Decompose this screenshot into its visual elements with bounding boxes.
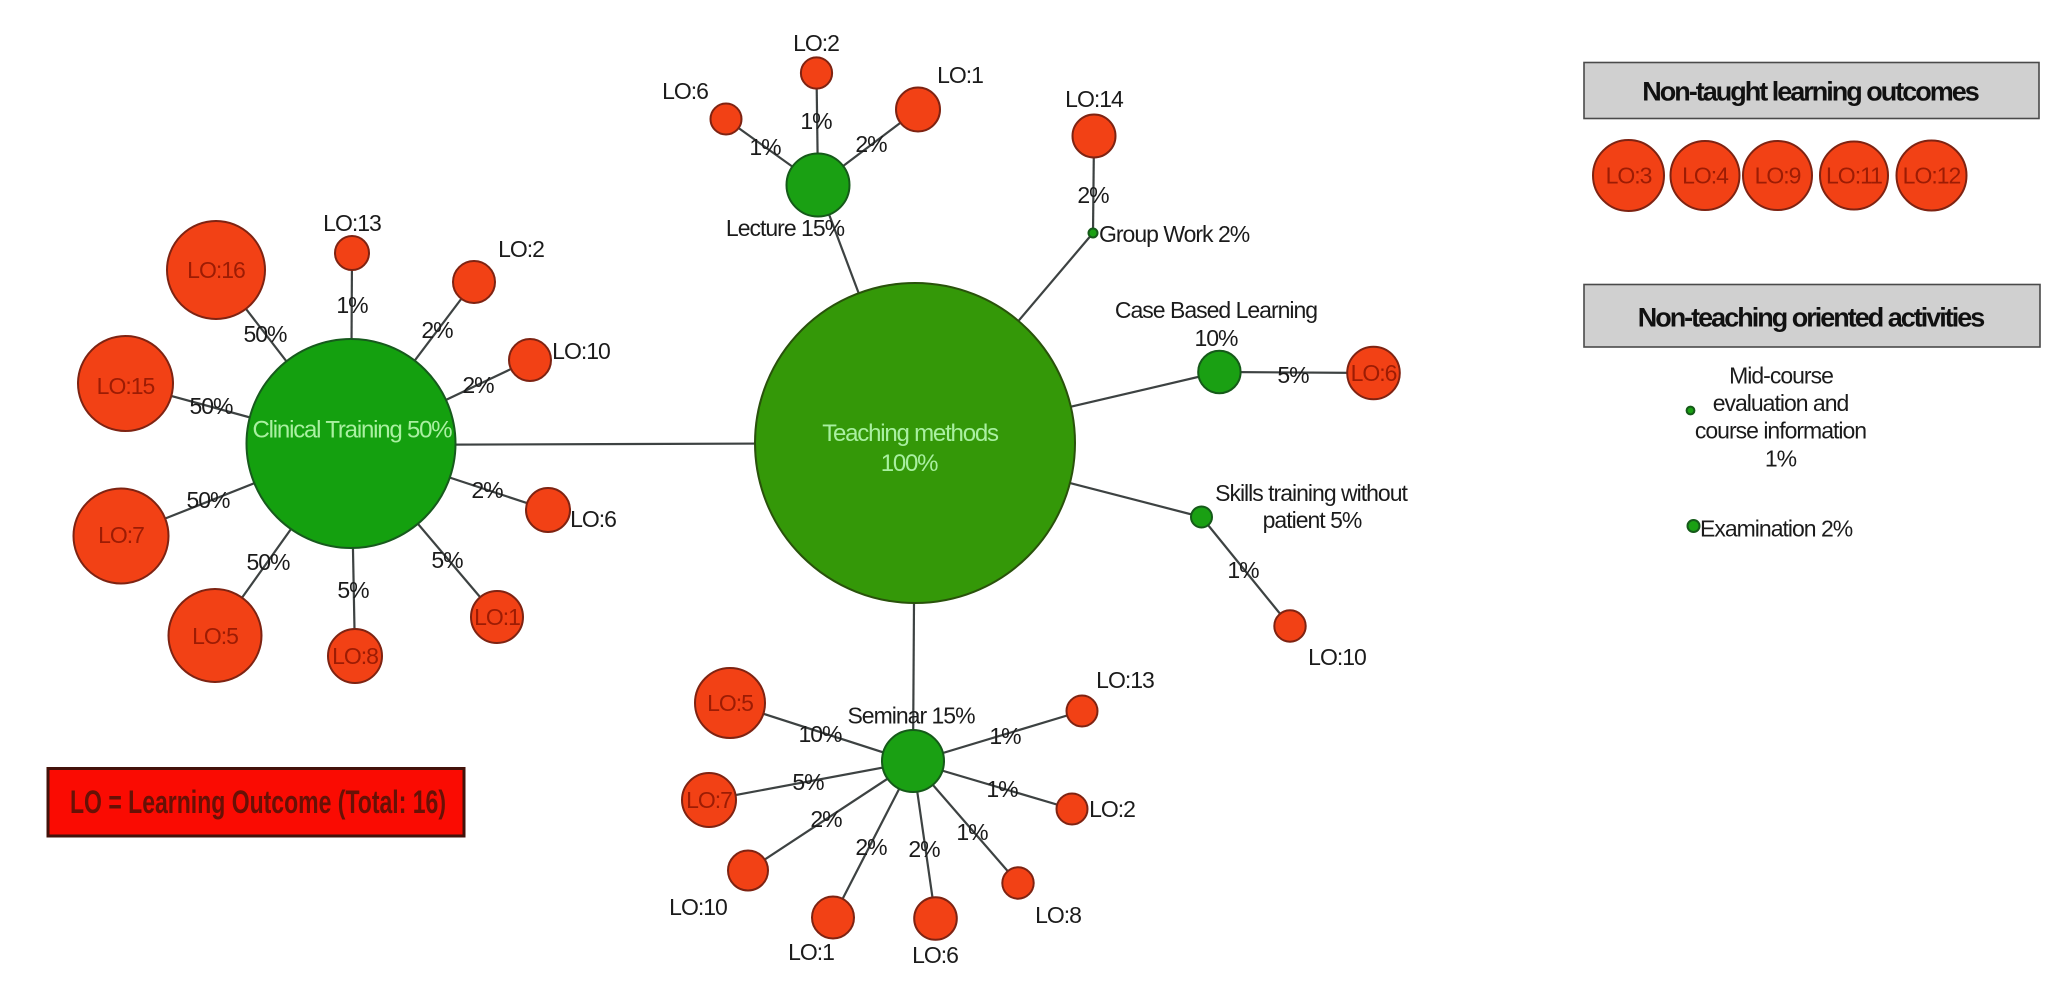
svg-text:LO:4: LO:4 (1682, 163, 1729, 189)
svg-text:LO:1: LO:1 (474, 604, 520, 630)
svg-text:5%: 5% (1277, 362, 1309, 388)
svg-text:LO:1: LO:1 (937, 62, 983, 88)
svg-text:Non-taught learning outcomes: Non-taught learning outcomes (1642, 77, 1978, 107)
svg-text:1%: 1% (749, 134, 781, 160)
svg-text:LO:6: LO:6 (570, 506, 616, 532)
svg-text:LO = Learning Outcome (Total:: LO = Learning Outcome (Total: 16) (70, 784, 446, 820)
svg-text:LO:14: LO:14 (1065, 86, 1124, 112)
svg-text:2%: 2% (421, 317, 453, 343)
svg-text:1%: 1% (1227, 557, 1259, 583)
svg-text:LO:5: LO:5 (707, 690, 753, 716)
svg-text:Teaching methods: Teaching methods (822, 420, 999, 447)
svg-text:LO:7: LO:7 (98, 522, 144, 548)
svg-text:Mid-course: Mid-course (1729, 363, 1833, 389)
svg-text:LO:15: LO:15 (97, 373, 155, 399)
svg-text:Clinical Training 50%: Clinical Training 50% (253, 417, 453, 444)
svg-text:LO:2: LO:2 (793, 30, 839, 56)
svg-text:LO:16: LO:16 (187, 257, 245, 283)
svg-text:LO:6: LO:6 (1351, 360, 1397, 386)
svg-text:10%: 10% (1194, 325, 1238, 351)
svg-text:LO:9: LO:9 (1755, 163, 1801, 189)
svg-text:LO:5: LO:5 (192, 623, 238, 649)
svg-text:50%: 50% (189, 393, 233, 419)
svg-text:2%: 2% (908, 836, 940, 862)
svg-text:LO:11: LO:11 (1826, 163, 1882, 189)
svg-text:Case Based Learning: Case Based Learning (1115, 297, 1317, 323)
svg-text:5%: 5% (792, 769, 824, 795)
svg-text:1%: 1% (1765, 446, 1797, 472)
svg-text:Non-teaching oriented activiti: Non-teaching oriented activities (1638, 303, 1985, 333)
svg-text:1%: 1% (986, 776, 1018, 802)
svg-text:LO:8: LO:8 (332, 643, 378, 669)
svg-text:1%: 1% (336, 292, 368, 318)
svg-text:LO:10: LO:10 (669, 894, 727, 920)
svg-text:Group Work 2%: Group Work 2% (1099, 221, 1250, 247)
svg-text:2%: 2% (462, 372, 494, 398)
svg-text:Lecture 15%: Lecture 15% (726, 215, 845, 241)
svg-text:LO:6: LO:6 (912, 942, 958, 968)
svg-text:LO:12: LO:12 (1903, 163, 1961, 189)
svg-text:patient 5%: patient 5% (1263, 507, 1362, 533)
svg-text:50%: 50% (246, 549, 290, 575)
svg-text:1%: 1% (989, 723, 1021, 749)
svg-text:5%: 5% (337, 577, 369, 603)
svg-text:LO:10: LO:10 (1308, 644, 1366, 670)
svg-text:Seminar 15%: Seminar 15% (847, 703, 975, 729)
svg-text:LO:10: LO:10 (552, 338, 610, 364)
svg-text:50%: 50% (186, 487, 230, 513)
svg-text:2%: 2% (471, 477, 503, 503)
svg-text:2%: 2% (855, 834, 887, 860)
svg-text:10%: 10% (798, 721, 842, 747)
svg-text:1%: 1% (956, 819, 988, 845)
svg-text:LO:6: LO:6 (662, 78, 708, 104)
svg-text:LO:2: LO:2 (1089, 796, 1135, 822)
svg-text:evaluation and: evaluation and (1713, 390, 1849, 416)
svg-text:LO:13: LO:13 (1096, 667, 1154, 693)
svg-text:5%: 5% (431, 547, 463, 573)
svg-text:50%: 50% (243, 321, 287, 347)
svg-text:100%: 100% (881, 450, 938, 477)
svg-text:2%: 2% (1077, 182, 1109, 208)
svg-text:LO:2: LO:2 (498, 236, 544, 262)
svg-text:LO:1: LO:1 (788, 939, 834, 965)
svg-text:2%: 2% (855, 131, 887, 157)
svg-text:LO:13: LO:13 (323, 210, 381, 236)
svg-text:Examination 2%: Examination 2% (1700, 516, 1853, 542)
svg-text:2%: 2% (810, 806, 842, 832)
svg-text:LO:8: LO:8 (1035, 902, 1081, 928)
svg-text:LO:7: LO:7 (686, 787, 732, 813)
svg-text:LO:3: LO:3 (1606, 163, 1652, 189)
svg-text:1%: 1% (800, 108, 832, 134)
svg-text:course information: course information (1695, 418, 1866, 444)
svg-text:Skills training without: Skills training without (1215, 480, 1408, 506)
